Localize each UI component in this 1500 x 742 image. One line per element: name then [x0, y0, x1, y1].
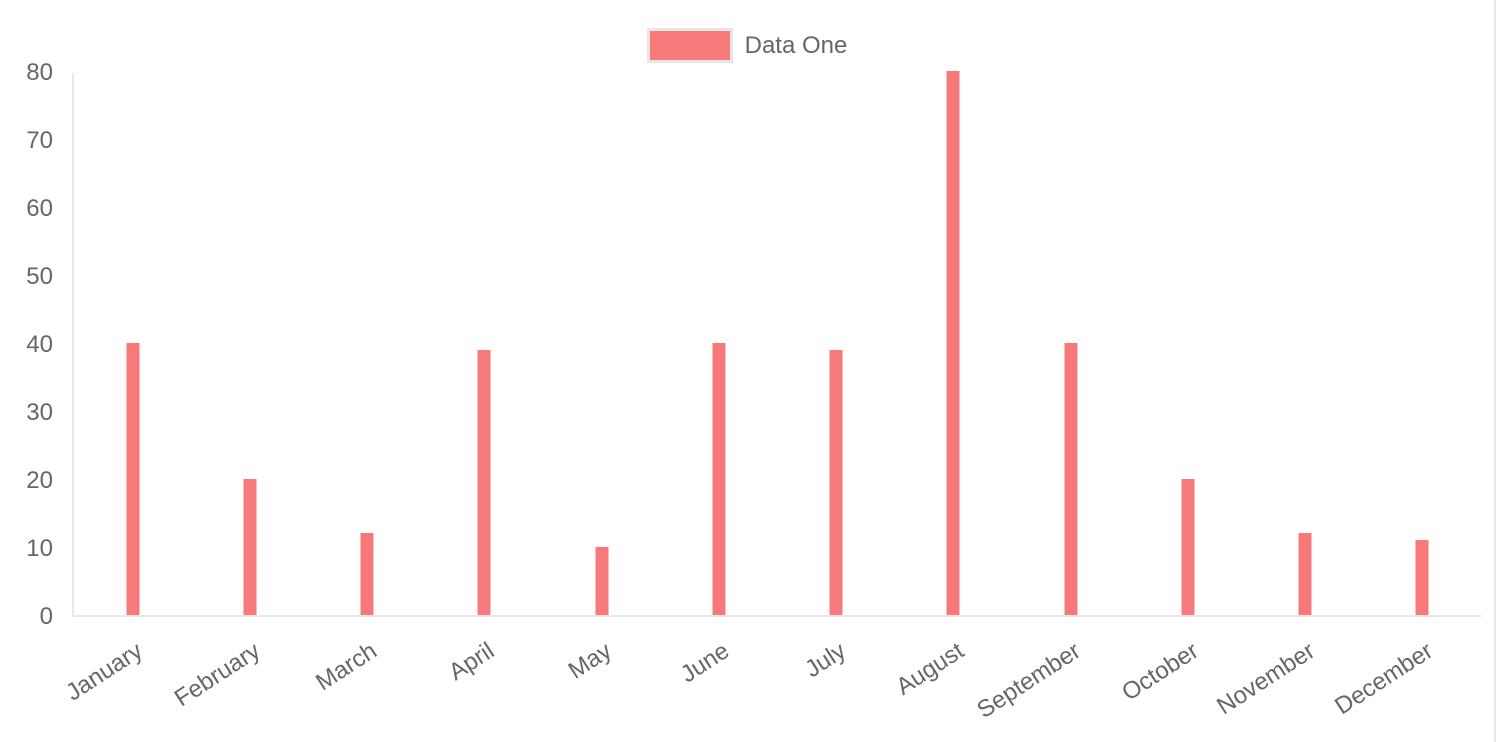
bar[interactable] — [712, 343, 726, 615]
x-tick-label: December — [1329, 637, 1438, 721]
legend-item-data-one[interactable]: Data One — [646, 28, 848, 63]
y-tick-label: 50 — [26, 263, 53, 290]
y-tick-label: 20 — [26, 467, 53, 494]
y-tick-label: 40 — [26, 331, 53, 358]
x-tick-label: September — [972, 637, 1086, 724]
category-slot: March — [309, 73, 426, 696]
bar[interactable] — [829, 349, 843, 615]
bar[interactable] — [1415, 540, 1429, 615]
x-tick-label: April — [444, 637, 500, 687]
chart-legend: Data One — [0, 28, 1494, 63]
bar[interactable] — [1298, 533, 1312, 615]
y-tick-label: 70 — [26, 127, 53, 154]
bar[interactable] — [360, 533, 374, 615]
x-tick-label: June — [675, 637, 734, 689]
x-tick-label: March — [311, 637, 383, 697]
container-right-border — [1494, 0, 1496, 742]
y-tick-label: 30 — [26, 399, 53, 426]
bar[interactable] — [1064, 343, 1078, 615]
category-slot: December — [1330, 73, 1481, 720]
category-slot: April — [426, 73, 543, 686]
bar[interactable] — [946, 71, 960, 615]
bar[interactable] — [595, 547, 609, 615]
y-tick-label: 60 — [26, 195, 53, 222]
y-axis: 0 10 20 30 40 50 60 70 80 — [0, 59, 53, 630]
bar[interactable] — [243, 479, 257, 615]
x-tick-label: February — [169, 637, 265, 713]
category-slot: July — [778, 73, 895, 683]
y-tick-label: 0 — [39, 603, 53, 630]
x-tick-label: August — [891, 637, 969, 701]
category-slot: June — [660, 73, 777, 688]
category-slot: February — [170, 73, 308, 712]
category-slot: November — [1213, 73, 1364, 720]
plot-area: January February March April May June July Augu… — [61, 71, 1481, 724]
category-slot: May — [543, 73, 660, 685]
legend-swatch — [646, 28, 733, 63]
category-slot: August — [891, 71, 1012, 701]
bar[interactable] — [477, 349, 491, 615]
y-tick-label: 10 — [26, 535, 53, 562]
category-slot: January — [61, 73, 191, 706]
legend-label: Data One — [744, 31, 848, 59]
x-tick-label: May — [563, 637, 617, 685]
x-tick-label: July — [800, 637, 852, 684]
x-tick-label: November — [1212, 637, 1321, 721]
bar[interactable] — [1181, 479, 1195, 615]
category-slot: September — [973, 73, 1129, 724]
category-slot: October — [1117, 73, 1246, 706]
bar[interactable] — [126, 343, 140, 615]
x-tick-label: January — [61, 637, 148, 707]
x-tick-label: October — [1116, 637, 1203, 707]
y-tick-label: 80 — [26, 59, 53, 86]
